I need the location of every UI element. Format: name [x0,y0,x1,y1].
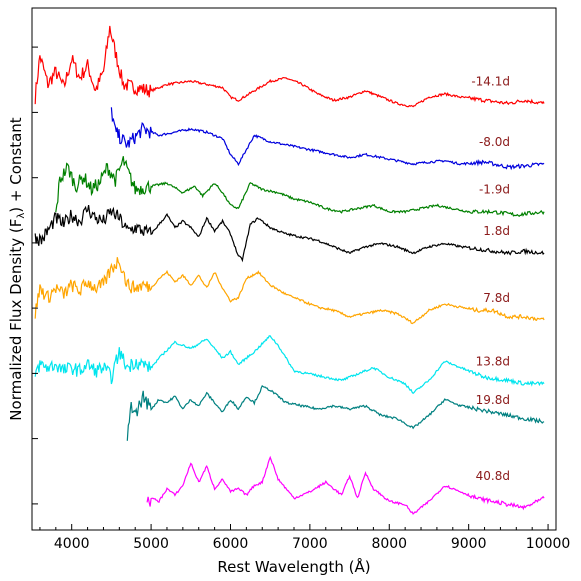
epoch-label--1.9d: -1.9d [479,183,510,197]
spectrum-line-13.8d [34,335,545,395]
y-axis-label-main: Normalized Flux Density (F [7,219,25,421]
x-axis-label: Rest Wavelength (Å) [217,557,370,576]
series-layer [34,25,545,515]
spectrum-line-1.8d [34,204,545,263]
x-tick-label: 8000 [371,536,407,552]
y-axis-label-sub: λ [16,213,27,219]
x-tick-label: 9000 [451,536,487,552]
spectrum-line-7.8d [34,257,545,325]
epoch-label-19.8d: 19.8d [476,393,510,407]
x-axis-ticks: 4000 5000 6000 7000 8000 9000 10000 [39,524,571,552]
spectrum-line--8.0d [110,107,545,171]
y-axis-ticks [32,46,38,505]
epoch-label-40.8d: 40.8d [476,469,510,483]
x-tick-label: 4000 [54,536,90,552]
x-tick-label: 10000 [526,536,571,552]
epoch-label-13.8d: 13.8d [476,355,510,369]
y-axis-label-tail: ) + Constant [7,117,25,213]
epoch-labels: -14.1d -8.0d -1.9d 1.8d 7.8d 13.8d 19.8d 40.8d [471,75,510,484]
x-tick-label: 6000 [213,536,249,552]
x-tick-label: 5000 [133,536,169,552]
epoch-label--14.1d: -14.1d [471,75,510,89]
spectrum-line--1.9d [55,156,545,217]
spectrum-line-19.8d [126,385,545,441]
epoch-label-1.8d: 1.8d [483,224,510,238]
y-axis-label: Normalized Flux Density (Fλ) + Constant [7,117,27,420]
epoch-label--8.0d: -8.0d [479,135,510,149]
spectrum-line-40.8d [146,455,545,515]
x-tick-label: 7000 [292,536,328,552]
spectrum-line--14.1d [34,25,545,108]
epoch-label-7.8d: 7.8d [483,291,510,305]
